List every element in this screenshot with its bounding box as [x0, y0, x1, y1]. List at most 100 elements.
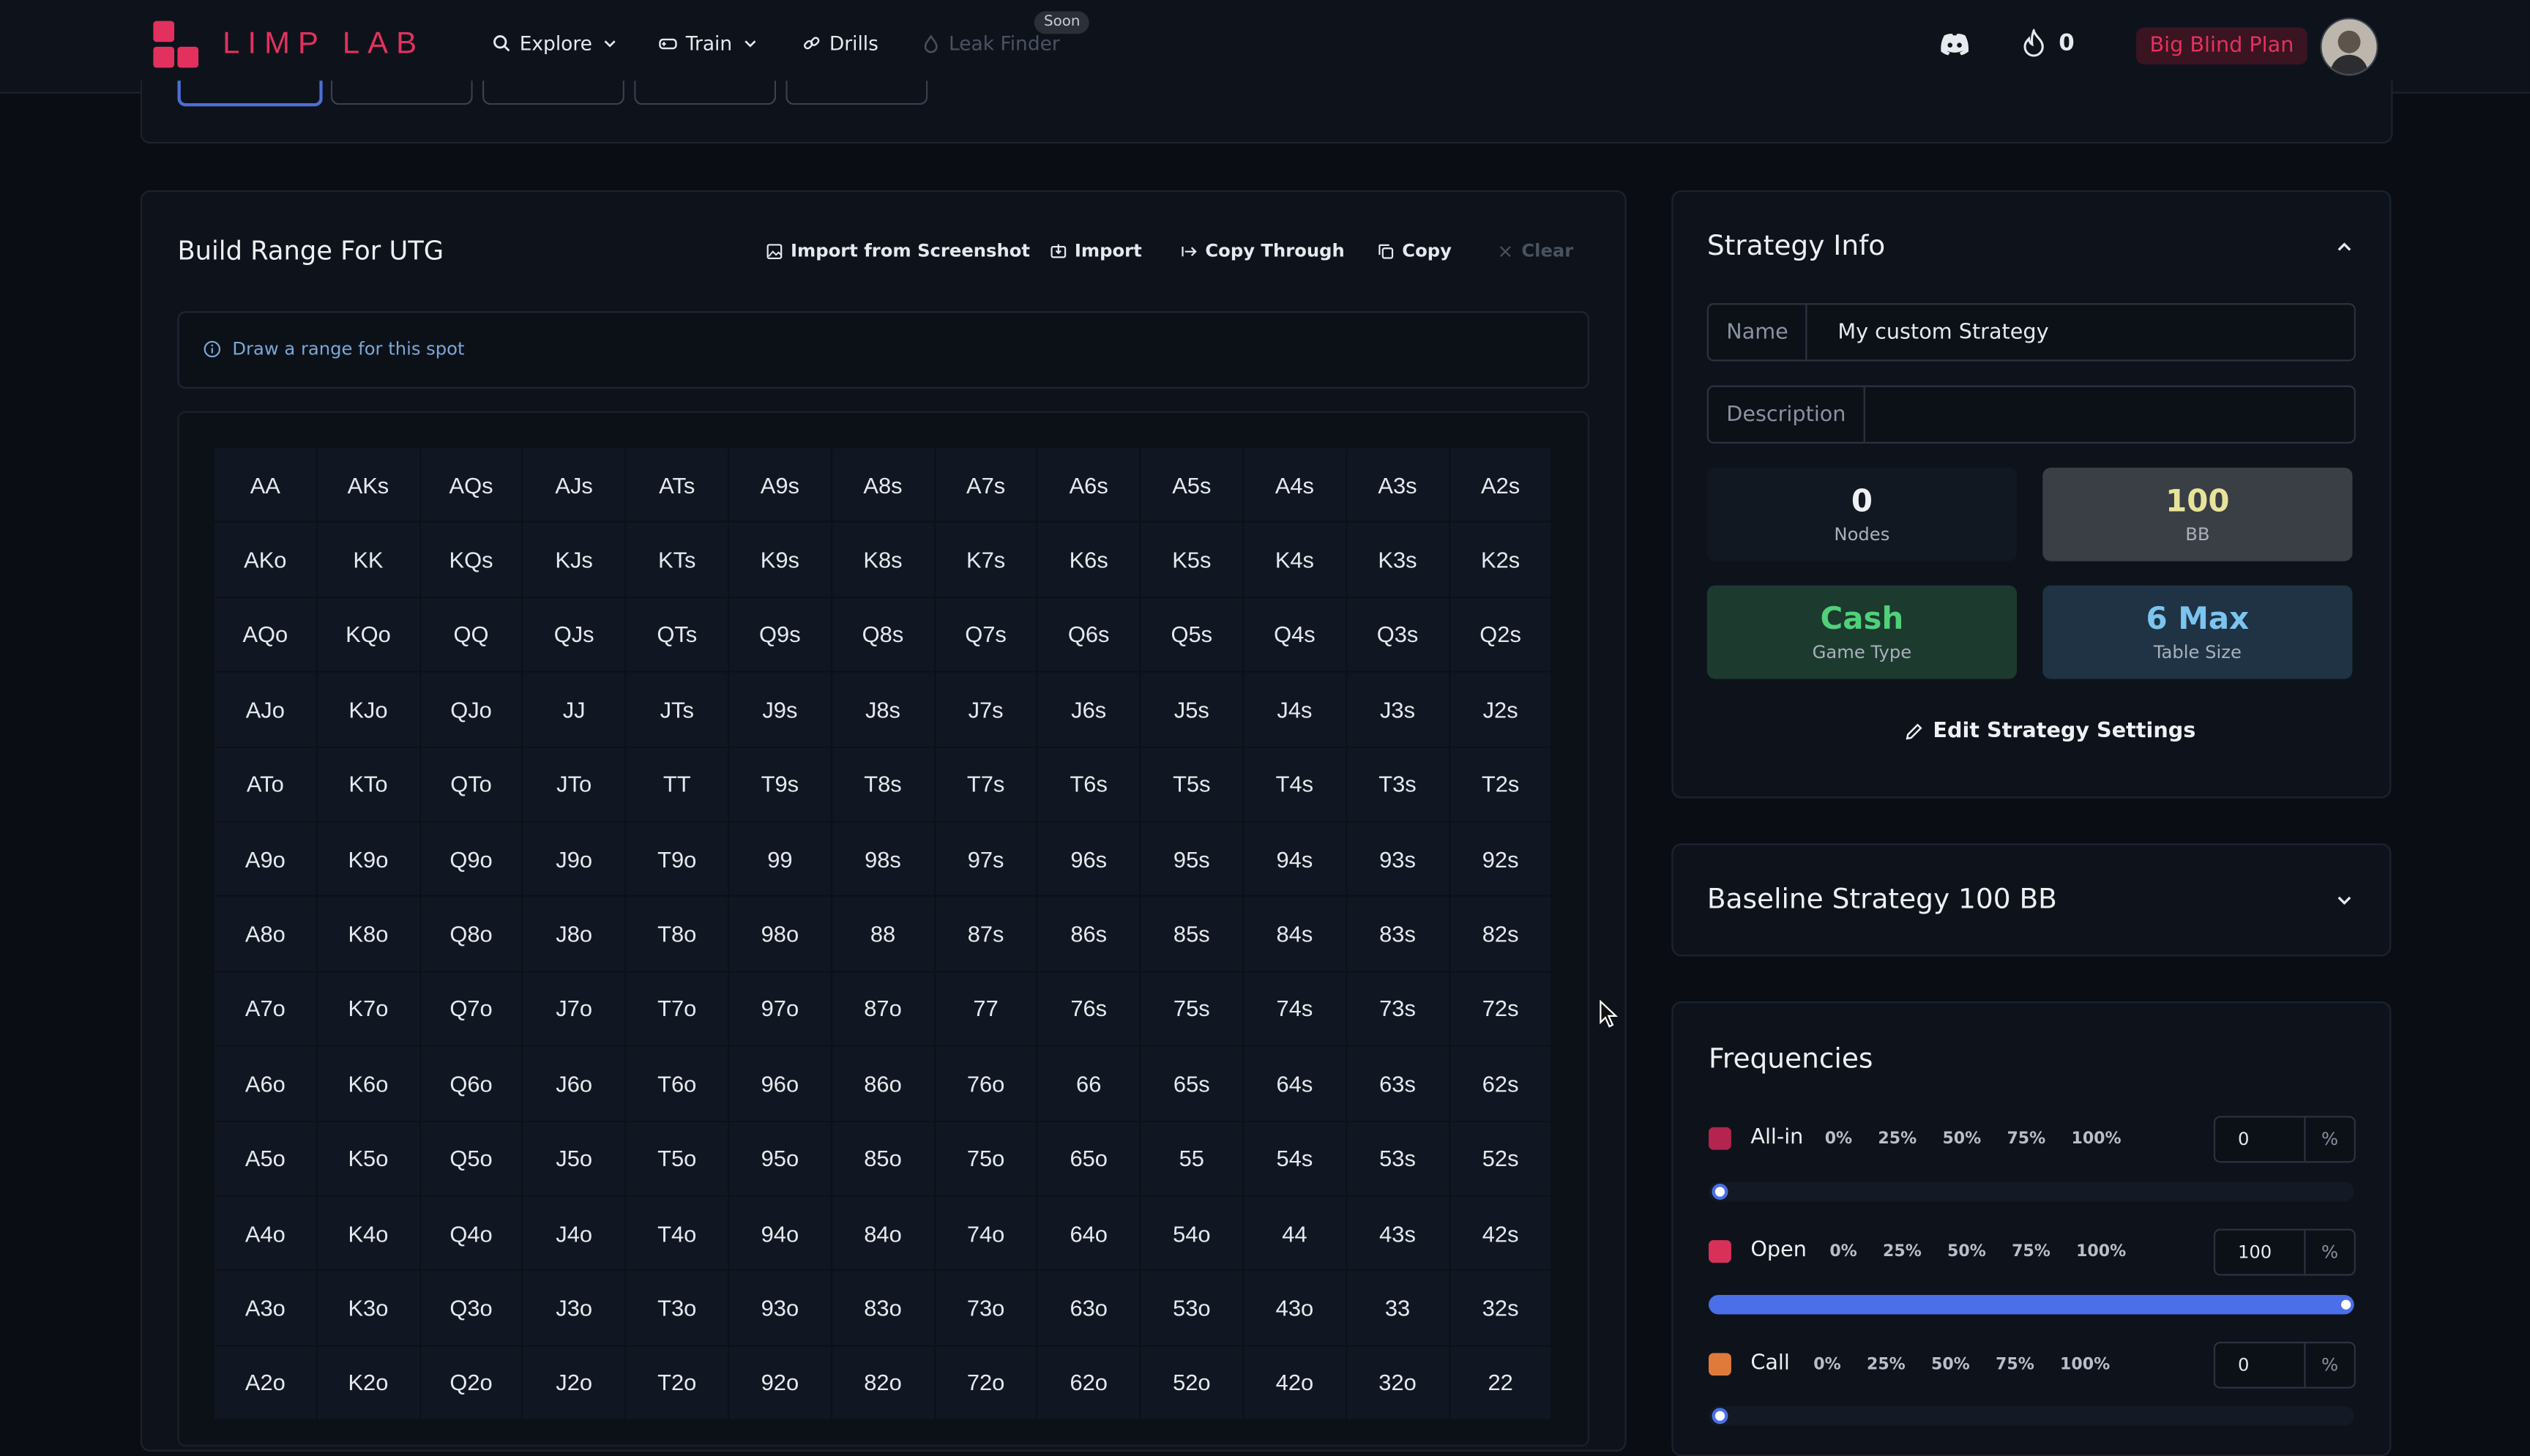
hand-cell-97o[interactable]: 97o	[729, 971, 831, 1045]
hand-cell-tt[interactable]: TT	[626, 747, 728, 821]
name-field[interactable]: Name My custom Strategy	[1706, 303, 2356, 362]
hand-cell-kjo[interactable]: KJo	[317, 673, 419, 747]
hand-cell-a4o[interactable]: A4o	[214, 1196, 316, 1270]
hand-cell-q2o[interactable]: Q2o	[420, 1345, 522, 1419]
hand-cell-k3o[interactable]: K3o	[317, 1271, 419, 1345]
hand-cell-88[interactable]: 88	[832, 897, 934, 971]
allin-slider[interactable]	[1709, 1181, 2354, 1202]
hand-cell-k9o[interactable]: K9o	[317, 822, 419, 896]
hand-cell-94o[interactable]: 94o	[729, 1196, 831, 1270]
hand-cell-qq[interactable]: QQ	[420, 597, 522, 671]
hand-cell-j3s[interactable]: J3s	[1346, 673, 1449, 747]
hand-cell-kk[interactable]: KK	[317, 523, 419, 597]
hand-cell-99[interactable]: 99	[729, 822, 831, 896]
hand-cell-42s[interactable]: 42s	[1449, 1196, 1551, 1270]
hand-cell-82o[interactable]: 82o	[832, 1345, 934, 1419]
hand-cell-95o[interactable]: 95o	[729, 1121, 831, 1195]
import-button[interactable]: Import	[1051, 240, 1142, 261]
hand-cell-72o[interactable]: 72o	[935, 1345, 1037, 1419]
hand-cell-t5s[interactable]: T5s	[1141, 747, 1243, 821]
hand-cell-75o[interactable]: 75o	[935, 1121, 1037, 1195]
hand-cell-j4s[interactable]: J4s	[1244, 673, 1346, 747]
hand-cell-83o[interactable]: 83o	[832, 1271, 934, 1345]
hand-cell-87s[interactable]: 87s	[935, 897, 1037, 971]
preset-100[interactable]: 100%	[2071, 1130, 2122, 1149]
open-slider-handle[interactable]	[2337, 1296, 2354, 1313]
hand-cell-jts[interactable]: JTs	[626, 673, 728, 747]
hand-cell-a3o[interactable]: A3o	[214, 1271, 316, 1345]
position-tab[interactable]	[177, 81, 323, 107]
clear-button[interactable]: Clear	[1497, 240, 1573, 261]
hand-cell-62o[interactable]: 62o	[1037, 1345, 1140, 1419]
hand-cell-qjo[interactable]: QJo	[420, 673, 522, 747]
preset-0[interactable]: 0%	[1813, 1356, 1841, 1374]
hand-cell-qto[interactable]: QTo	[420, 747, 522, 821]
call-slider[interactable]	[1709, 1406, 2354, 1426]
hand-cell-t5o[interactable]: T5o	[626, 1121, 728, 1195]
hand-cell-65o[interactable]: 65o	[1037, 1121, 1140, 1195]
allin-slider-handle[interactable]	[1712, 1184, 1728, 1201]
hand-cell-87o[interactable]: 87o	[832, 971, 934, 1045]
hand-cell-73s[interactable]: 73s	[1346, 971, 1449, 1045]
open-slider[interactable]	[1709, 1295, 2354, 1315]
copy-button[interactable]: Copy	[1378, 240, 1452, 261]
allin-percent-input[interactable]: 0 %	[2213, 1116, 2356, 1163]
preset-25[interactable]: 25%	[1878, 1130, 1917, 1149]
preset-50[interactable]: 50%	[1947, 1243, 1986, 1261]
hand-cell-j4o[interactable]: J4o	[523, 1196, 625, 1270]
hand-cell-j8s[interactable]: J8s	[832, 673, 934, 747]
hand-cell-54o[interactable]: 54o	[1141, 1196, 1243, 1270]
hand-cell-a2s[interactable]: A2s	[1449, 448, 1551, 522]
hand-cell-k6s[interactable]: K6s	[1037, 523, 1140, 597]
position-tab[interactable]	[786, 81, 928, 105]
hand-cell-k6o[interactable]: K6o	[317, 1047, 419, 1121]
hand-cell-q5o[interactable]: Q5o	[420, 1121, 522, 1195]
hand-cell-65s[interactable]: 65s	[1141, 1047, 1243, 1121]
preset-25[interactable]: 25%	[1866, 1356, 1906, 1374]
hand-cell-72s[interactable]: 72s	[1449, 971, 1551, 1045]
hand-cell-kqs[interactable]: KQs	[420, 523, 522, 597]
hand-cell-94s[interactable]: 94s	[1244, 822, 1346, 896]
discord-icon[interactable]	[1939, 32, 1970, 63]
hand-cell-j5o[interactable]: J5o	[523, 1121, 625, 1195]
preset-100[interactable]: 100%	[2076, 1243, 2127, 1261]
hand-cell-t4s[interactable]: T4s	[1244, 747, 1346, 821]
hand-cell-k5o[interactable]: K5o	[317, 1121, 419, 1195]
hand-cell-64s[interactable]: 64s	[1244, 1047, 1346, 1121]
preset-75[interactable]: 75%	[1996, 1356, 2034, 1374]
hand-cell-98o[interactable]: 98o	[729, 897, 831, 971]
import-screenshot-button[interactable]: Import from Screenshot	[766, 240, 1030, 261]
hand-cell-74o[interactable]: 74o	[935, 1196, 1037, 1270]
hand-cell-98s[interactable]: 98s	[832, 822, 934, 896]
hand-cell-ajo[interactable]: AJo	[214, 673, 316, 747]
hand-cell-q2s[interactable]: Q2s	[1449, 597, 1551, 671]
hand-cell-k5s[interactable]: K5s	[1141, 523, 1243, 597]
hand-cell-74s[interactable]: 74s	[1244, 971, 1346, 1045]
hand-cell-q8o[interactable]: Q8o	[420, 897, 522, 971]
hand-cell-t2o[interactable]: T2o	[626, 1345, 728, 1419]
hand-cell-92o[interactable]: 92o	[729, 1345, 831, 1419]
hand-cell-44[interactable]: 44	[1244, 1196, 1346, 1270]
hand-cell-kto[interactable]: KTo	[317, 747, 419, 821]
hand-cell-77[interactable]: 77	[935, 971, 1037, 1045]
hand-cell-a8o[interactable]: A8o	[214, 897, 316, 971]
chevron-up-icon[interactable]	[2335, 237, 2354, 256]
position-tab[interactable]	[482, 81, 624, 105]
hand-cell-22[interactable]: 22	[1449, 1345, 1551, 1419]
hand-cell-k7s[interactable]: K7s	[935, 523, 1037, 597]
allin-percent-value[interactable]: 0	[2237, 1129, 2250, 1150]
hand-cell-86s[interactable]: 86s	[1037, 897, 1140, 971]
hand-cell-k9s[interactable]: K9s	[729, 523, 831, 597]
hand-cell-t9s[interactable]: T9s	[729, 747, 831, 821]
hand-cell-j9s[interactable]: J9s	[729, 673, 831, 747]
hand-cell-aks[interactable]: AKs	[317, 448, 419, 522]
hand-cell-a5o[interactable]: A5o	[214, 1121, 316, 1195]
hand-cell-ats[interactable]: ATs	[626, 448, 728, 522]
hand-cell-q9o[interactable]: Q9o	[420, 822, 522, 896]
hand-cell-a3s[interactable]: A3s	[1346, 448, 1449, 522]
copy-through-button[interactable]: Copy Through	[1181, 240, 1345, 261]
hand-cell-aa[interactable]: AA	[214, 448, 316, 522]
hand-cell-j7o[interactable]: J7o	[523, 971, 625, 1045]
nav-train[interactable]: Train	[658, 32, 759, 55]
hand-cell-86o[interactable]: 86o	[832, 1047, 934, 1121]
